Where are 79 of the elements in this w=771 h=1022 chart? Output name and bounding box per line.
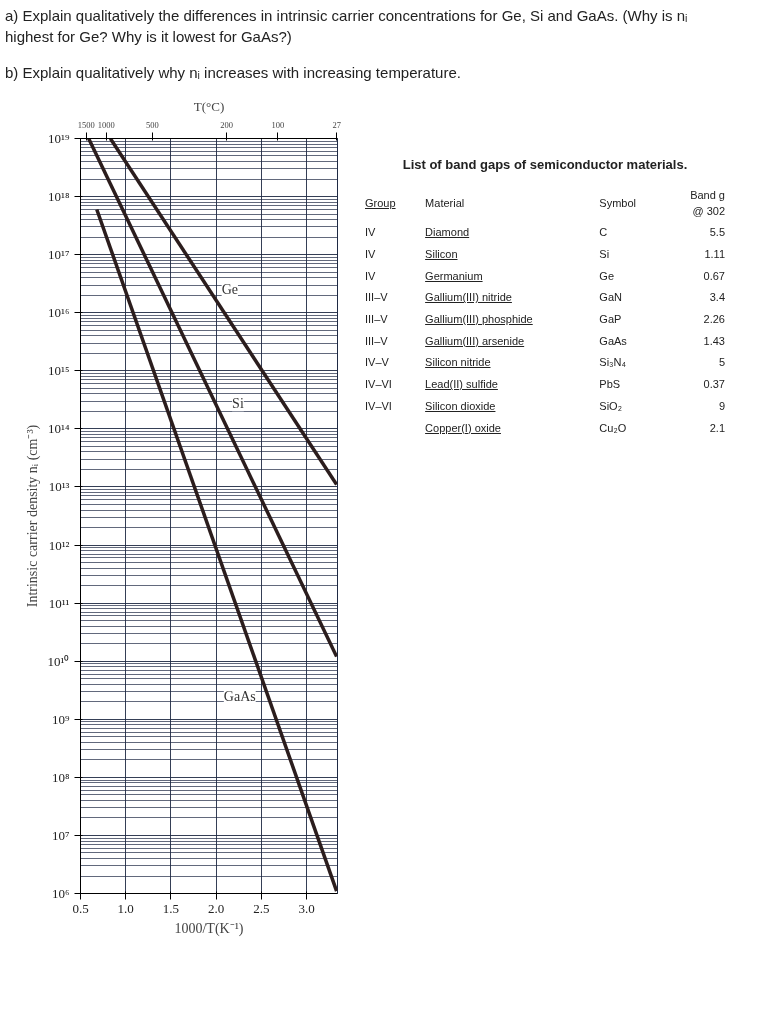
x-tick-label: 1.0 [117,900,134,916]
text: Diamond [424,225,471,241]
text: 2.1 [708,420,726,436]
text: IV–VI [364,377,393,393]
chart-title: a) Explain qualitatively the differences in intrinsic carrier concentrations for Ge, Si and GaAs. (Why is nᵢ highest for Ge? Why is it lowest for GaAs?) [5,6,689,48]
y-tick-label: 10⁶ [51,886,70,902]
text: Copper(I) oxide [424,420,502,436]
text: IV–V [364,355,390,371]
y-tick-label: 10¹³ [48,479,70,495]
text: @ 302 [692,204,725,217]
y-tick-label: 10¹⁴ [48,421,70,437]
text: IV [364,246,377,262]
text: Band g [690,188,725,201]
text: Silicon dioxide [424,398,497,414]
text: 100 [271,119,285,130]
annotation: GaAs [223,688,256,704]
text: 1500 [77,119,95,130]
text: Cu₂O [598,420,628,436]
y-tick-label: 10⁸ [51,770,70,786]
y-tick-label: 10¹⁸ [48,189,70,205]
text: 1.43 [702,333,726,349]
text: Gallium(III) phosphide [424,312,534,328]
text: 0.67 [702,268,726,284]
text: III–V [364,312,389,328]
y-tick-label: 10¹² [48,537,70,553]
y-tick-label: 10¹⁷ [48,247,70,263]
x-axis-title: 1000/T(K⁻¹) [174,920,244,937]
text: GaN [598,290,623,306]
text: IV [364,268,377,284]
text: 5.5 [708,225,726,241]
text: GaAs [598,333,628,349]
y-tick-label: 10¹⁵ [48,363,70,379]
text: IV–VI [364,398,393,414]
x-tick-label: 2.0 [208,900,225,916]
y-tick-label: 10¹¹ [48,595,70,611]
text: Group [364,195,397,211]
text: 1000 [97,119,115,130]
y-axis-title: Intrinsic carrier density nᵢ (cm⁻³) [24,424,41,608]
text: Si₃N₄ [598,355,628,371]
text: III–V [364,333,389,349]
text: List of band gaps of semiconductor materials. [401,156,689,175]
text: GaP [598,312,623,328]
text: Lead(II) sulfide [424,377,499,393]
y-tick-label: 10⁹ [51,712,70,728]
text: Gallium(III) arsenide [424,333,526,349]
y-tick-label: 10¹⁰ [47,653,70,669]
x-tick-label: 0.5 [72,900,89,916]
text: 9 [717,398,726,414]
text: Germanium [424,268,484,284]
text: Si [598,246,611,262]
text: Gallium(III) nitride [424,290,513,306]
text: C [598,225,609,241]
y-tick-label: 10⁷ [51,828,70,844]
annotation: Ge [221,282,238,298]
text: 200 [220,119,233,130]
text: 3.4 [708,290,726,306]
text: T(°C) [193,98,225,114]
x-tick-label: 1.5 [162,900,180,916]
text: Silicon [424,246,459,262]
x-tick-label: 3.0 [298,900,315,916]
text: 2.26 [702,312,726,328]
text: 27 [332,119,341,130]
text: Material [424,195,466,211]
chart-subtitle: b) Explain qualitatively why nᵢ increases with increasing temperature. [5,62,462,83]
text: 500 [145,119,159,130]
x-tick-label: 2.5 [253,900,270,916]
text: 1.11 [703,246,726,262]
text: 0.37 [702,377,726,393]
text: SiO₂ [598,398,623,414]
text: Silicon nitride [424,355,492,371]
text: Symbol [598,195,638,211]
y-tick-label: 10¹⁹ [48,131,70,147]
annotation: Si [232,396,244,412]
text: Ge [598,268,616,284]
text: IV [364,225,377,241]
y-tick-label: 10¹⁶ [48,305,70,321]
text: PbS [598,377,622,393]
text: 5 [717,355,726,371]
text: III–V [364,290,389,306]
